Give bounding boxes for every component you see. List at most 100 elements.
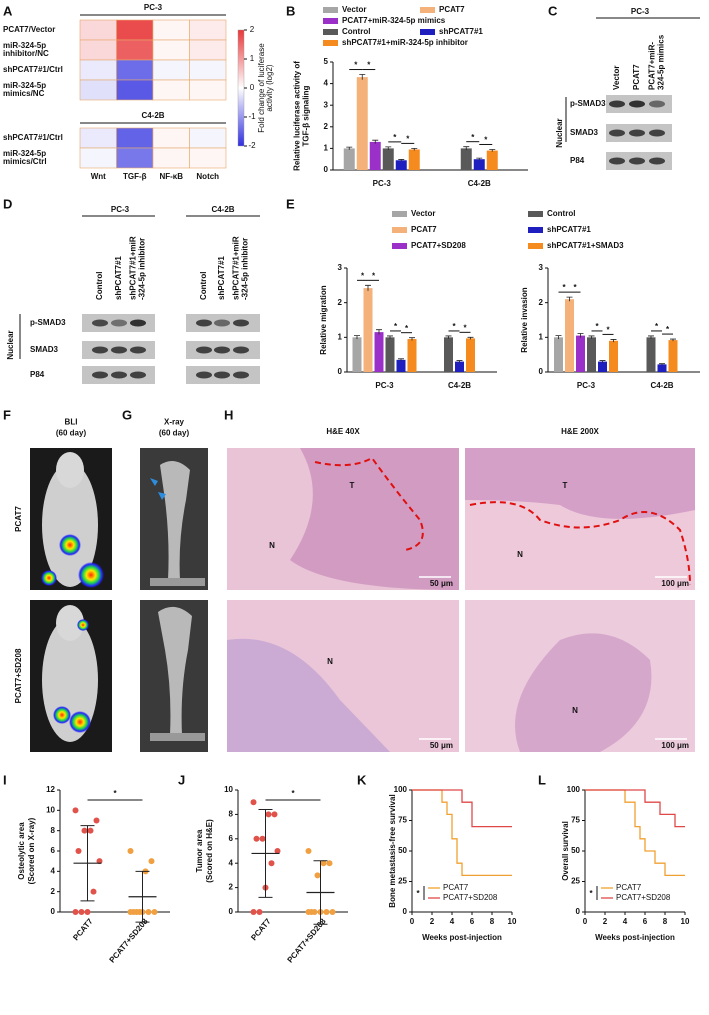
panel-letter: F [3,407,11,422]
error-bar [659,363,665,366]
significance-label: * [354,61,358,70]
legend-label: PCAT7 [616,883,642,892]
legend-label: shPCAT7#1+miR-324-5p inhibitor [342,38,468,47]
heat-cell [152,19,190,41]
legend-label: shPCAT7#1 [439,27,483,36]
x-tick-label: Wnt [91,172,106,181]
lane-label: Control [95,272,104,300]
survival-line [585,789,685,828]
data-point [250,909,257,915]
image-title: (60 day) [56,429,87,438]
panel-letter: J [178,772,185,787]
blot-band [111,371,127,379]
error-bar [456,360,463,363]
error-bar [354,335,360,340]
data-point [148,858,155,865]
data-point [72,909,79,915]
he-images [227,448,695,752]
y-tick-label: 100 [567,785,581,794]
legend-label: PCAT7 [439,5,465,14]
y-tick-label: 8 [51,826,56,835]
data-point [93,817,100,824]
data-point [127,909,134,915]
x-tick-label: 4 [623,917,628,926]
panel-letter: C [548,3,558,18]
y-tick-label: 75 [571,816,580,825]
tumor-marker: T [563,481,568,490]
bar [407,339,417,372]
x-tick-label: 0 [410,917,415,926]
legend-label: shPCAT7#1+SMAD3 [547,241,624,250]
legend-swatch [392,211,407,217]
y-tick-label: 0 [338,367,343,376]
blot-band [233,319,249,327]
y-axis-label: (Scored on X-ray) [27,817,36,884]
blot-band [629,157,645,165]
error-bar [610,339,617,343]
error-bar [313,860,328,925]
heat-cell [116,59,154,81]
blot-band [609,100,625,108]
y-tick-label: 5 [324,57,329,66]
y-tick-label: 100 [394,785,408,794]
heat-cell [152,79,190,101]
tumor-marker: T [350,481,355,490]
heat-cell [116,127,154,149]
error-bar [463,146,470,151]
legend-label: PCAT7 [411,225,437,234]
panel-letter: L [538,772,546,787]
significance-label: * [452,322,456,331]
bar [587,337,596,372]
colorbar-tick-label: -2 [248,141,256,150]
bone [158,606,192,735]
error-bar [566,296,573,302]
y-tick-label: 3 [338,263,343,272]
colorbar-tick-label: -1 [248,112,256,121]
significance-label: * [361,271,365,280]
y-tick-label: 0 [539,367,544,376]
x-tick-label: PCAT7 [71,916,95,942]
bar [455,361,464,372]
x-tick-label: C4-2B [650,381,673,390]
bar [668,340,678,372]
heat-cell [189,147,227,169]
row-label: shPCAT7#1/Ctrl [3,65,63,74]
legend-label: PCAT7 [443,883,469,892]
bli-signal [41,570,57,586]
y-axis-label: TGF-β signaling [302,85,311,146]
legend-swatch [528,227,543,233]
bar [356,77,368,170]
error-bar [588,335,595,339]
legend-swatch [392,227,407,233]
row-label: P84 [30,370,45,379]
data-point [145,909,152,915]
x-axis-label: Weeks post-injection [422,933,502,942]
error-bar [599,360,606,363]
blot-band [233,371,249,379]
error-bar [467,336,474,340]
heat-cell [189,79,227,101]
significance-label: * [666,325,670,334]
row-label: PCAT7/Vector [3,25,55,34]
y-axis-label: Bone metastasis-free survival [388,794,397,907]
row-label: P84 [570,156,585,165]
bar [408,149,420,170]
row-label: p-SMAD3 [30,318,66,327]
x-tick-label: 2 [430,917,435,926]
row-label: inhibitor/NC [3,49,49,58]
legend-swatch [323,29,338,35]
heat-cell [189,127,227,149]
blot-band [609,129,625,137]
row-label: SMAD3 [30,345,59,354]
colorbar-tick-label: 0 [250,83,255,92]
bar [609,340,618,372]
error-bar [555,335,562,340]
significance-label: * [113,789,117,798]
legend-swatch [323,40,338,46]
heat-cell [116,147,154,169]
x-tick-label: 4 [450,917,455,926]
normal-marker: N [269,541,275,550]
row-label: PCAT7 [14,506,23,532]
panel-letter: A [3,3,13,18]
data-point [259,835,266,842]
